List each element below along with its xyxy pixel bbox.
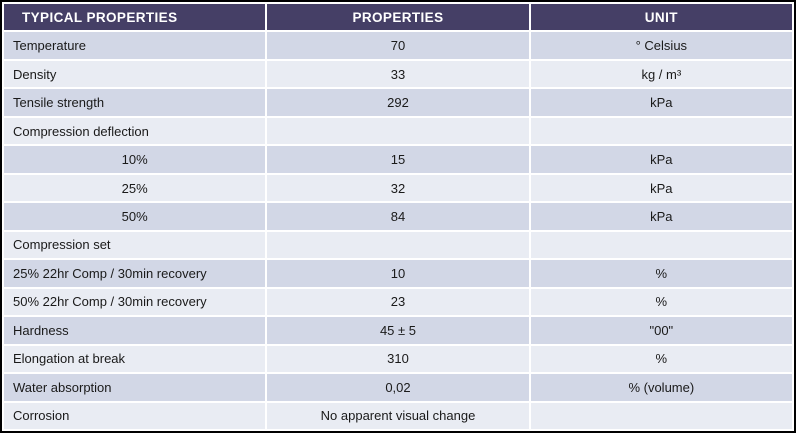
header-unit: UNIT	[530, 4, 792, 31]
property-cell: Corrosion	[4, 402, 266, 429]
unit-cell	[530, 117, 792, 145]
header-properties: PROPERTIES	[267, 4, 529, 31]
unit-cell: ° Celsius	[530, 32, 792, 59]
property-cell: Temperature	[4, 32, 266, 59]
table-row-water-absorption: Water absorption 0,02 % (volume)	[4, 374, 792, 401]
property-cell: 50% 22hr Comp / 30min recovery	[4, 288, 266, 316]
value-cell: 23	[267, 288, 529, 316]
property-cell: Elongation at break	[4, 345, 266, 373]
unit-cell: %	[530, 260, 792, 287]
value-cell: 10	[267, 260, 529, 287]
table-header-row: TYPICAL PROPERTIES PROPERTIES UNIT	[4, 4, 792, 31]
unit-cell: kPa	[530, 174, 792, 202]
unit-cell: %	[530, 288, 792, 316]
property-cell: Hardness	[4, 317, 266, 344]
property-cell: Tensile strength	[4, 89, 266, 116]
unit-cell: %	[530, 345, 792, 373]
unit-cell: kPa	[530, 203, 792, 230]
table-row-density: Density 33 kg / m³	[4, 60, 792, 88]
table-row-compression-deflection: Compression deflection	[4, 117, 792, 145]
property-cell: 25%	[4, 174, 266, 202]
value-cell: 84	[267, 203, 529, 230]
table-row-corrosion: Corrosion No apparent visual change	[4, 402, 792, 429]
value-cell: 70	[267, 32, 529, 59]
property-cell: Compression deflection	[4, 117, 266, 145]
value-cell: 292	[267, 89, 529, 116]
unit-cell	[530, 402, 792, 429]
property-cell: Density	[4, 60, 266, 88]
value-cell: No apparent visual change	[267, 402, 529, 429]
unit-cell: kPa	[530, 89, 792, 116]
property-cell: 25% 22hr Comp / 30min recovery	[4, 260, 266, 287]
value-cell	[267, 231, 529, 259]
unit-cell	[530, 231, 792, 259]
value-cell: 0,02	[267, 374, 529, 401]
value-cell: 15	[267, 146, 529, 173]
value-cell: 310	[267, 345, 529, 373]
unit-cell: kg / m³	[530, 60, 792, 88]
property-cell: 50%	[4, 203, 266, 230]
unit-cell: kPa	[530, 146, 792, 173]
value-cell	[267, 117, 529, 145]
table-row-compression-set: Compression set	[4, 231, 792, 259]
table-row-deflection-50: 50% 84 kPa	[4, 203, 792, 230]
table-row-deflection-25: 25% 32 kPa	[4, 174, 792, 202]
table-row-hardness: Hardness 45 ± 5 "00"	[4, 317, 792, 344]
header-typical-properties: TYPICAL PROPERTIES	[4, 4, 266, 31]
table-row-comp-set-25: 25% 22hr Comp / 30min recovery 10 %	[4, 260, 792, 287]
property-cell: 10%	[4, 146, 266, 173]
unit-cell: % (volume)	[530, 374, 792, 401]
table-row-elongation: Elongation at break 310 %	[4, 345, 792, 373]
property-cell: Compression set	[4, 231, 266, 259]
value-cell: 32	[267, 174, 529, 202]
value-cell: 33	[267, 60, 529, 88]
table-row-temperature: Temperature 70 ° Celsius	[4, 32, 792, 59]
unit-cell: "00"	[530, 317, 792, 344]
value-cell: 45 ± 5	[267, 317, 529, 344]
table-row-deflection-10: 10% 15 kPa	[4, 146, 792, 173]
table-row-comp-set-50: 50% 22hr Comp / 30min recovery 23 %	[4, 288, 792, 316]
table-row-tensile-strength: Tensile strength 292 kPa	[4, 89, 792, 116]
property-cell: Water absorption	[4, 374, 266, 401]
